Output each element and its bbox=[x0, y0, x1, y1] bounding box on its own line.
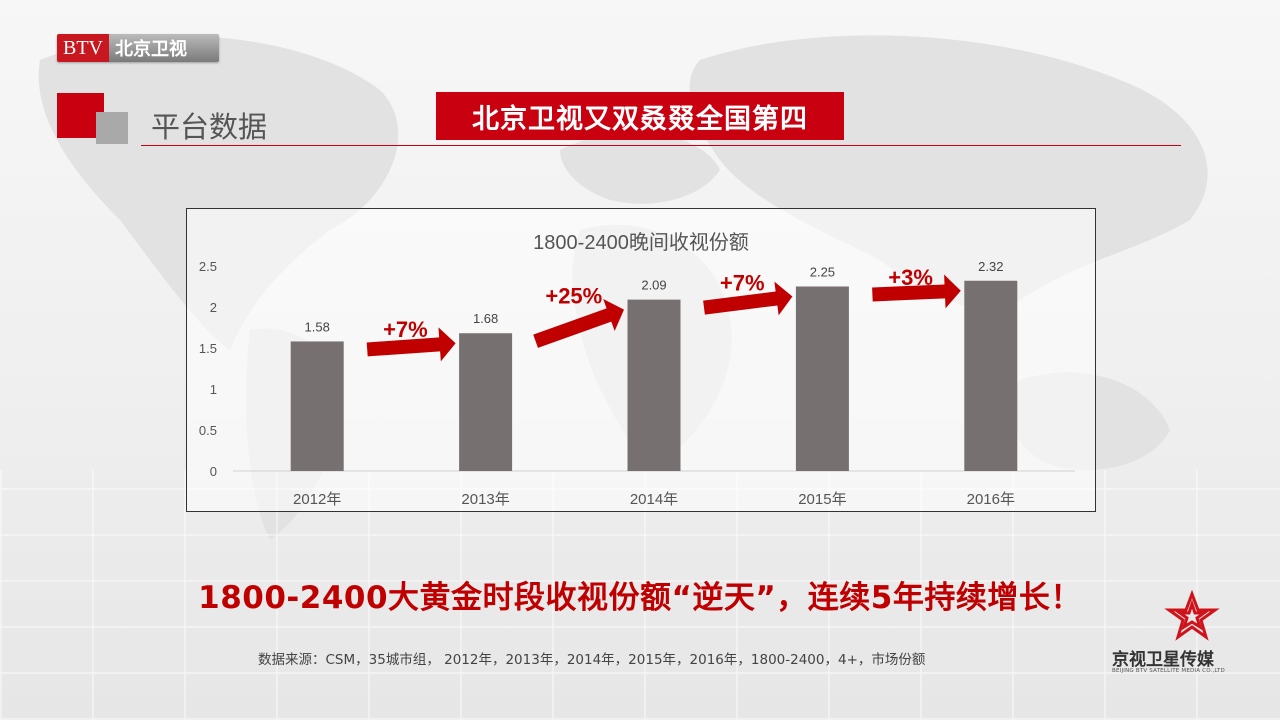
growth-arrow bbox=[366, 327, 456, 362]
data-label: 2.09 bbox=[641, 278, 666, 293]
y-tick-label: 0.5 bbox=[199, 423, 217, 438]
bar-2012年 bbox=[290, 341, 344, 471]
bar-2015年 bbox=[795, 286, 849, 471]
y-tick-label: 2 bbox=[210, 300, 217, 315]
data-label: 1.68 bbox=[473, 311, 498, 326]
data-label: 2.25 bbox=[810, 265, 835, 280]
chart-title: 1800-2400晚间收视份额 bbox=[533, 231, 749, 254]
growth-label: +25% bbox=[545, 284, 602, 309]
growth-arrow bbox=[703, 281, 793, 316]
bar-2013年 bbox=[459, 333, 513, 471]
title-divider bbox=[141, 145, 1181, 146]
growth-arrow bbox=[872, 274, 961, 309]
arrow-shape bbox=[872, 274, 961, 309]
chart-container: 1800-2400晚间收视份额 0 0.5 1 1.5 2 2.5 1.58 2012年 1.… bbox=[186, 208, 1096, 512]
arrow-shape bbox=[533, 299, 625, 348]
section-title: 平台数据 bbox=[151, 110, 268, 144]
x-category-label: 2015年 bbox=[798, 491, 846, 508]
arrow-shape bbox=[703, 281, 793, 316]
bar-2014年 bbox=[627, 299, 681, 471]
x-category-label: 2016年 bbox=[967, 491, 1015, 508]
logo-btv-text: BTV bbox=[57, 34, 109, 62]
x-category-label: 2012年 bbox=[293, 491, 341, 508]
growth-label: +7% bbox=[383, 317, 428, 342]
data-label: 1.58 bbox=[305, 319, 330, 334]
y-tick-label: 2.5 bbox=[199, 259, 217, 274]
data-label: 2.32 bbox=[978, 259, 1003, 274]
y-tick-label: 0 bbox=[210, 464, 217, 479]
logo-channel-name: 北京卫视 bbox=[109, 34, 219, 62]
arrow-shape bbox=[366, 327, 456, 362]
brand-name: 京视卫星传媒 bbox=[1112, 650, 1214, 670]
brand-star-logo bbox=[1164, 590, 1220, 641]
x-category-label: 2014年 bbox=[630, 491, 678, 508]
growth-label: +3% bbox=[888, 265, 933, 290]
data-source-note: 数据来源：CSM，35城市组， 2012年，2013年，2014年，2015年，… bbox=[258, 652, 926, 668]
y-tick-label: 1 bbox=[210, 382, 217, 397]
bar-chart: 1800-2400晚间收视份额 0 0.5 1 1.5 2 2.5 1.58 2012年 1.… bbox=[199, 231, 1075, 508]
section-marker-gray bbox=[96, 112, 128, 144]
headline-text: 1800-2400大黄金时段收视份额“逆天”，连续5年持续增长！ bbox=[198, 580, 1082, 616]
growth-arrow bbox=[533, 299, 625, 348]
growth-label: +7% bbox=[720, 271, 765, 296]
x-category-label: 2013年 bbox=[461, 491, 509, 508]
bar-2016年 bbox=[964, 280, 1018, 471]
brand-english-name: BEIJING BTV SATELLITE MEDIA CO.,LTD bbox=[1112, 668, 1225, 674]
btv-logo: BTV 北京卫视 bbox=[57, 34, 219, 62]
y-tick-label: 1.5 bbox=[199, 341, 217, 356]
headline-banner: 北京卫视又双叒叕全国第四 bbox=[436, 92, 844, 140]
